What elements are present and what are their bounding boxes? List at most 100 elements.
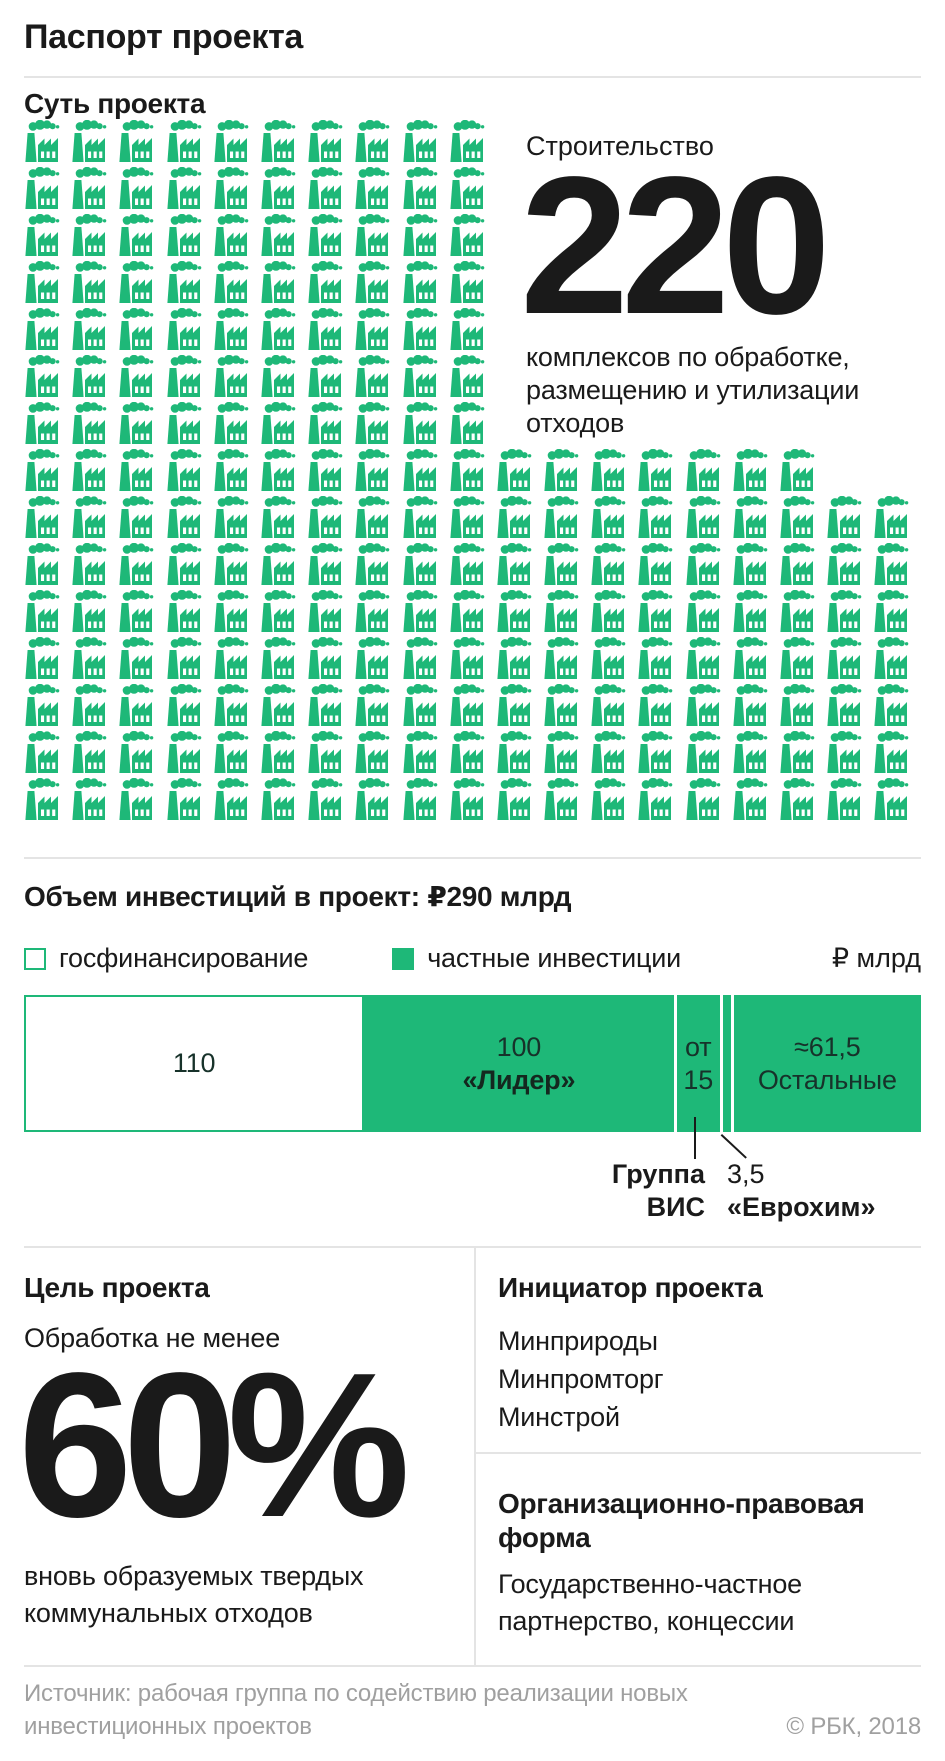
pictograph-row: [24, 167, 921, 214]
factory-icon: [543, 778, 590, 825]
column-divider: [474, 1246, 476, 1665]
factory-icon: [166, 590, 213, 637]
pictograph-row: [24, 449, 921, 496]
factory-icon: [307, 120, 354, 167]
legal-form-description: Государственно-частное партнерство, конце…: [498, 1569, 802, 1636]
factory-icon: [354, 590, 401, 637]
factory-icon: [24, 543, 71, 590]
factory-icon: [873, 543, 920, 590]
factory-icon: [402, 496, 449, 543]
factory-icon: [637, 590, 684, 637]
factory-icon: [402, 543, 449, 590]
factory-icon: [213, 449, 260, 496]
initiator-list: Минприроды Минпромторг Минстрой: [498, 1326, 664, 1432]
section-divider: [24, 76, 921, 78]
factory-icon: [402, 590, 449, 637]
legal-form-heading: Организационно-правовая форма: [498, 1488, 865, 1553]
factory-icon: [71, 637, 118, 684]
factory-icon: [779, 637, 826, 684]
factory-icon: [24, 167, 71, 214]
factory-icon: [118, 355, 165, 402]
factory-icon: [449, 778, 496, 825]
factory-icon: [873, 778, 920, 825]
factory-icon: [307, 308, 354, 355]
factory-icon: [685, 637, 732, 684]
factory-icon: [118, 778, 165, 825]
factory-icon: [307, 543, 354, 590]
essence-description: комплексов по обработке, размещению и ути…: [526, 342, 860, 438]
factory-icon: [449, 261, 496, 308]
factory-icon: [637, 684, 684, 731]
goal-big-number: 60%: [18, 1330, 410, 1560]
bar-segment-100: 100 «Лидер»: [364, 995, 674, 1132]
bar-segment-label: Остальные: [757, 1064, 897, 1095]
factory-icon: [71, 731, 118, 778]
factory-icon: [590, 731, 637, 778]
factory-icon: [685, 590, 732, 637]
factory-icon: [449, 120, 496, 167]
factory-icon: [543, 684, 590, 731]
factory-icon: [118, 167, 165, 214]
factory-icon: [118, 684, 165, 731]
factory-icon: [449, 355, 496, 402]
factory-icon: [118, 308, 165, 355]
factory-icon: [71, 449, 118, 496]
factory-icon: [166, 684, 213, 731]
factory-icon: [71, 308, 118, 355]
factory-icon: [260, 449, 307, 496]
factory-icon: [402, 731, 449, 778]
factory-icon: [496, 778, 543, 825]
factory-icon: [590, 449, 637, 496]
bar-segment-label: от: [685, 1031, 712, 1062]
factory-icon: [24, 684, 71, 731]
factory-icon: [260, 355, 307, 402]
factory-icon: [543, 590, 590, 637]
legend-label: частные инвестиции: [427, 943, 681, 973]
legend: госфинансирование частные инвестиции ₽ м…: [24, 943, 921, 974]
factory-icon: [166, 308, 213, 355]
factory-icon: [307, 684, 354, 731]
factory-icon: [166, 449, 213, 496]
factory-icon: [118, 449, 165, 496]
factory-icon: [449, 590, 496, 637]
factory-icon: [873, 496, 920, 543]
factory-icon: [402, 684, 449, 731]
factory-icon: [449, 308, 496, 355]
factory-icon: [118, 496, 165, 543]
factory-icon: [24, 214, 71, 261]
factory-icon: [732, 543, 779, 590]
callout-line: [720, 1134, 747, 1159]
pictograph-row: [24, 731, 921, 778]
bar-segment-61.5: ≈61,5 Остальные: [730, 995, 921, 1132]
factory-icon: [590, 637, 637, 684]
pictograph-factory-grid: [24, 120, 921, 825]
factory-icon: [260, 778, 307, 825]
factory-icon: [24, 731, 71, 778]
pictograph-row: [24, 590, 921, 637]
factory-icon: [354, 402, 401, 449]
factory-icon: [24, 637, 71, 684]
legend-label: госфинансирование: [59, 943, 309, 973]
factory-icon: [213, 590, 260, 637]
factory-icon: [71, 355, 118, 402]
footer-divider: [24, 1665, 921, 1667]
factory-icon: [826, 684, 873, 731]
factory-icon: [213, 308, 260, 355]
initiator-heading: Инициатор проекта: [498, 1272, 763, 1303]
factory-icon: [496, 496, 543, 543]
factory-icon: [402, 778, 449, 825]
factory-icon: [213, 214, 260, 261]
factory-icon: [118, 543, 165, 590]
factory-icon: [543, 731, 590, 778]
factory-icon: [260, 261, 307, 308]
factory-icon: [402, 261, 449, 308]
factory-icon: [260, 308, 307, 355]
factory-icon: [307, 496, 354, 543]
factory-icon: [496, 449, 543, 496]
bar-segment-110: 110: [24, 995, 365, 1132]
factory-icon: [732, 778, 779, 825]
factory-icon: [826, 731, 873, 778]
factory-icon: [496, 684, 543, 731]
factory-icon: [402, 637, 449, 684]
